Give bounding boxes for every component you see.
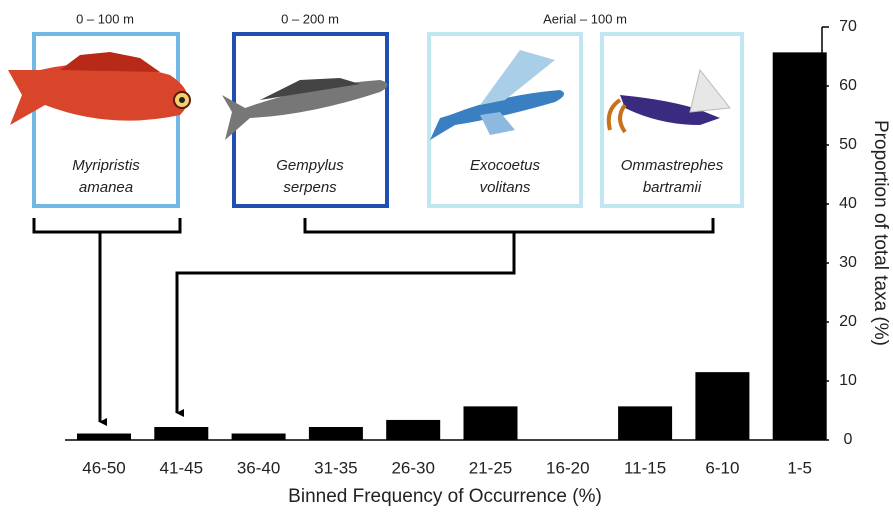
x-tick-label: 26-30 — [391, 458, 434, 477]
species-name: Exocoetus — [470, 157, 541, 174]
bar — [232, 434, 286, 440]
bar — [464, 406, 518, 440]
bar — [773, 52, 827, 440]
bar — [695, 372, 749, 440]
annotation: Aerial – 100 m — [543, 11, 627, 26]
y-tick-label: 30 — [839, 254, 857, 271]
x-tick-label: 41-45 — [160, 458, 203, 477]
y-tick-label: 0 — [844, 431, 853, 448]
species-name: amanea — [79, 179, 133, 196]
species-name: Myripristis — [72, 157, 140, 174]
x-tick-label: 11-15 — [624, 458, 666, 477]
x-tick-label: 21-25 — [469, 458, 512, 477]
bar — [386, 420, 440, 440]
y-tick-label: 60 — [839, 77, 857, 94]
y-tick-label: 40 — [839, 195, 857, 212]
x-tick-label: 36-40 — [237, 458, 280, 477]
species-name: bartramii — [643, 179, 702, 196]
annotation: 0 – 200 m — [281, 11, 339, 26]
x-axis-title: Binned Frequency of Occurrence (%) — [288, 486, 602, 507]
y-tick-label: 10 — [839, 372, 857, 389]
species-name: volitans — [480, 179, 531, 196]
bar — [618, 406, 672, 440]
x-tick-label: 1-5 — [787, 458, 812, 477]
x-tick-label: 46-50 — [82, 458, 125, 477]
species-name: serpens — [283, 179, 337, 196]
bar — [154, 427, 208, 440]
y-tick-label: 20 — [839, 313, 857, 330]
chart: 0 – 100 m 0 – 200 m Aerial – 100 m Myrip… — [0, 0, 893, 510]
bar — [77, 434, 131, 440]
bar — [309, 427, 363, 440]
y-axis-title: Proportion of total taxa (%) — [870, 120, 891, 346]
y-tick-label: 70 — [839, 18, 857, 35]
x-tick-label: 31-35 — [314, 458, 357, 477]
x-tick-label: 6-10 — [705, 458, 739, 477]
x-tick-label: 16-20 — [546, 458, 589, 477]
bracket — [34, 218, 713, 422]
annotation: 0 – 100 m — [76, 11, 134, 26]
y-tick-label: 50 — [839, 136, 857, 153]
species-name: Gempylus — [276, 157, 344, 174]
species-name: Ommastrephes — [621, 157, 724, 174]
